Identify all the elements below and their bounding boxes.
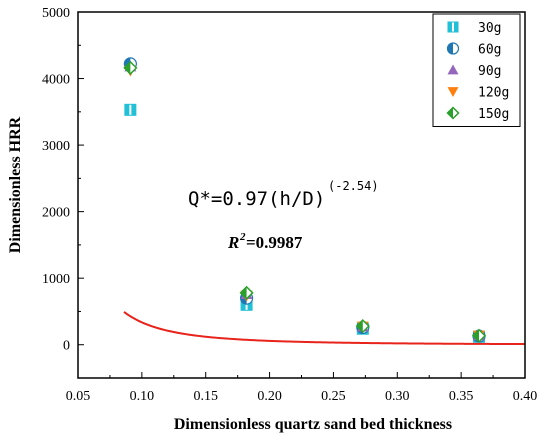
y-tick-label: 5000 [42,6,70,21]
legend-label: 60g [478,43,501,58]
data-point-150g [471,328,487,343]
data-points-layer [123,57,487,343]
svg-text:(-2.54): (-2.54) [328,179,379,193]
fit-equation: Q*=0.97(h/D) (-2.54) [188,179,379,210]
legend-marker-60g [446,42,460,55]
legend-label: 90g [478,64,501,79]
legend-label: 30g [478,21,501,36]
legend-box [432,13,521,127]
legend-label: 150g [478,107,509,122]
legend-marker-30g [447,21,459,33]
x-tick-label: 0.15 [193,389,218,404]
legend-label: 120g [478,86,509,101]
x-tick-label: 0.05 [66,389,91,404]
data-point-150g [355,319,370,334]
fit-curve [123,311,526,346]
data-point-150g [239,285,254,300]
y-tick-label: 3000 [42,139,70,154]
y-tick-label: 1000 [42,272,70,287]
data-point-150g [123,60,138,75]
x-tick-label: 0.40 [513,389,538,404]
plot-frame [77,11,526,379]
data-point-30g [124,103,137,116]
x-tick-label: 0.35 [449,389,474,404]
x-tick-label: 0.10 [130,389,155,404]
r-squared-annotation: R 2 =0.9987 [227,231,303,252]
legend-marker-120g [447,87,459,97]
legend-marker-90g [447,64,459,75]
x-tick-label: 0.30 [385,389,410,404]
fit-curve-layer [123,311,526,346]
x-axis-label: Dimensionless quartz sand bed thickness [174,416,452,433]
svg-text:Q*=0.97(h/D): Q*=0.97(h/D) [188,188,325,210]
y-tick-label: 2000 [42,206,70,221]
x-tick-label: 0.25 [321,389,346,404]
y-axis-label: Dimensionless HRR [7,116,24,253]
legend-marker-150g [446,106,460,120]
legend: 30g 60g 90g 120g 150g [432,13,521,127]
svg-text:R: R [227,233,239,252]
y-tick-label: 0 [63,339,70,354]
svg-text:=0.9987: =0.9987 [246,233,303,252]
y-axis-ticks: 0 1000 2000 3000 4000 5000 [42,6,84,379]
x-tick-label: 0.20 [257,389,282,404]
svg-text:2: 2 [239,231,246,243]
y-tick-label: 4000 [42,73,70,88]
x-axis-ticks: 0.05 0.10 0.15 0.20 0.25 0.30 0.35 0.40 [66,372,538,404]
